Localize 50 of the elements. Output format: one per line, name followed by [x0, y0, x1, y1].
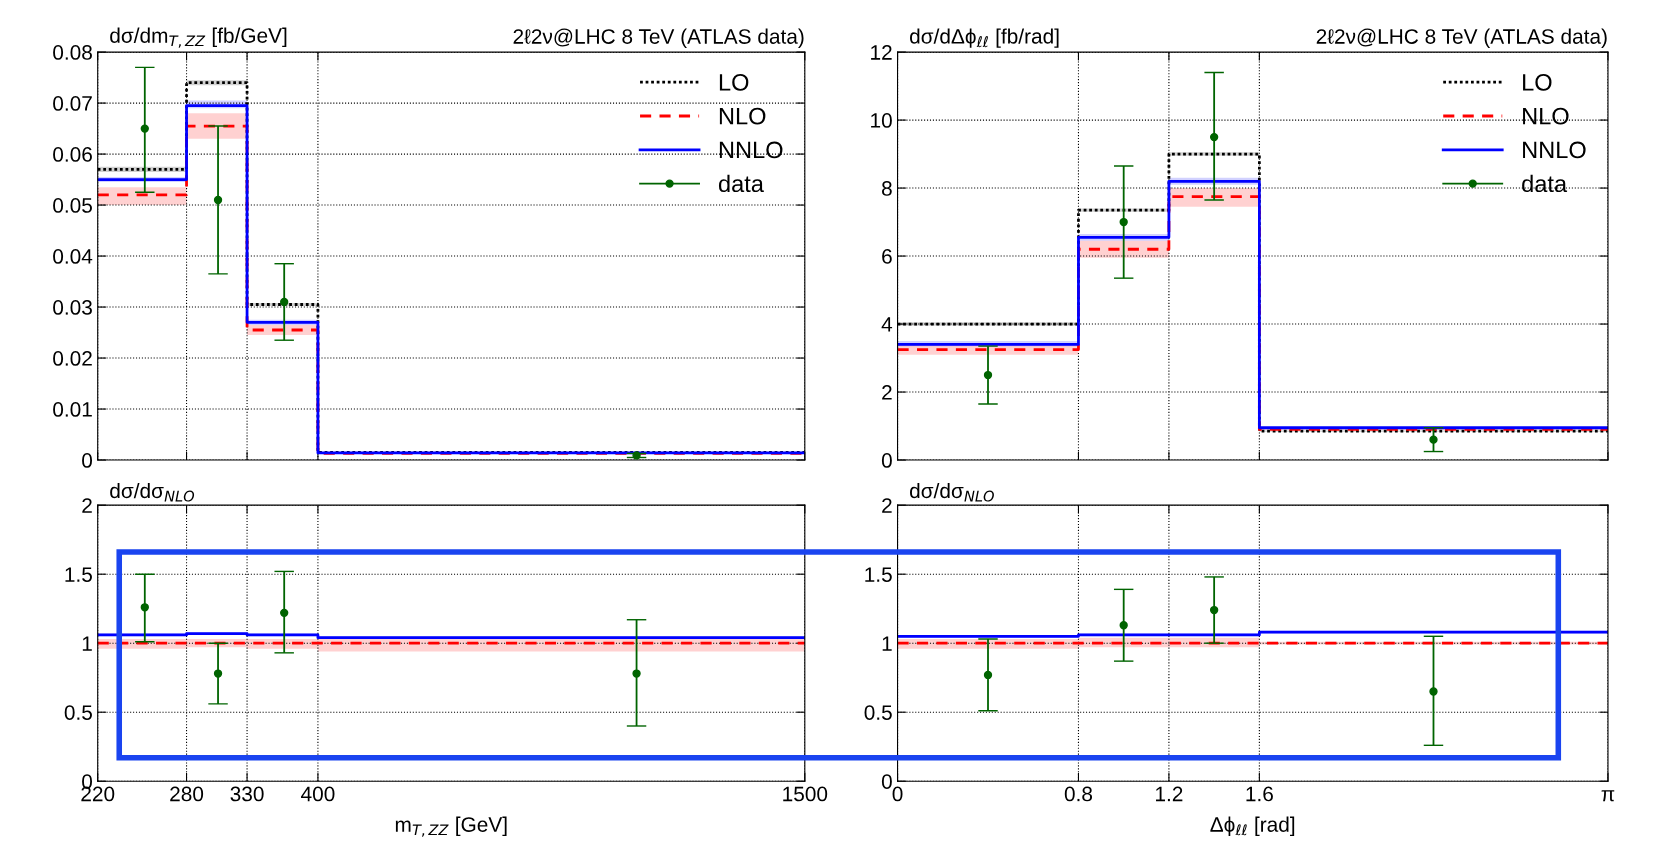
y-tick-label: 1 — [882, 636, 892, 651]
y-tick-label: 0.07 — [53, 96, 92, 111]
y-tick-label: 0.01 — [53, 402, 92, 417]
y-tick-label: 0.02 — [53, 351, 92, 366]
legend-label: NNLO — [1523, 141, 1586, 159]
y-axis-title: dσ/dσ$_{NLO}$ — [110, 482, 195, 502]
y-tick-label: 4 — [881, 317, 893, 332]
y-tick-label: 6 — [882, 249, 892, 264]
y-tick-label: 0.08 — [53, 45, 92, 60]
y-tick-label: 0 — [82, 453, 93, 468]
legend-label: LO — [719, 73, 749, 91]
x-tick-label: 400 — [301, 786, 335, 802]
y-tick-label: 2 — [882, 498, 892, 513]
y-tick-label: 0.5 — [864, 705, 892, 720]
y-tick-label: 2 — [882, 385, 892, 400]
y-axis-title: dσ/dm$_{T,ZZ}$ [fb/GeV] — [110, 27, 287, 48]
y-tick-label: 1.5 — [65, 567, 92, 582]
legend-label: NLO — [719, 107, 766, 125]
x-tick-label: 0.8 — [1064, 786, 1093, 802]
chart-title: 2ℓ2ν@LHC 8 TeV (ATLAS data) — [513, 28, 804, 48]
y-tick-label: 0.05 — [53, 198, 92, 213]
y-tick-label: 1 — [82, 636, 92, 651]
y-tick-label: 10 — [871, 113, 892, 128]
x-tick-label: 330 — [230, 786, 264, 802]
legend-label: data — [1522, 174, 1568, 193]
y-tick-label: 0 — [881, 774, 892, 789]
x-axis-title: Δϕ$_{ℓℓ}$ [rad] — [1210, 816, 1295, 837]
y-tick-label: 0.03 — [53, 300, 92, 315]
y-tick-label: 12 — [871, 45, 892, 60]
y-tick-label: 0.5 — [64, 705, 92, 720]
y-axis-title: dσ/dσ$_{NLO}$ — [910, 482, 994, 502]
x-tick-label: 280 — [170, 786, 204, 802]
x-tick-label: π — [1601, 790, 1615, 802]
y-tick-label: 0.06 — [53, 147, 92, 162]
x-tick-label: 1.6 — [1246, 786, 1273, 802]
legend-label: LO — [1523, 73, 1552, 91]
legend-label: data — [718, 174, 764, 193]
x-tick-label: 1.2 — [1156, 786, 1183, 802]
x-axis-title: m$_{T,ZZ}$ [GeV] — [395, 816, 507, 837]
legend-label: NLO — [1523, 107, 1569, 125]
y-tick-label: 1.5 — [865, 567, 892, 582]
legend-label: NNLO — [719, 141, 783, 159]
y-axis-title: dσ/dΔϕ$_{ℓℓ}$ [fb/rad] — [910, 28, 1059, 48]
y-tick-label: 2 — [82, 498, 92, 513]
x-tick-label: 0 — [892, 786, 903, 802]
y-tick-label: 0 — [881, 453, 892, 468]
chart-title: 2ℓ2ν@LHC 8 TeV (ATLAS data) — [1316, 28, 1607, 48]
x-tick-label: 1500 — [783, 786, 828, 802]
y-tick-label: 8 — [882, 181, 892, 196]
y-tick-label: 0.04 — [53, 249, 93, 264]
